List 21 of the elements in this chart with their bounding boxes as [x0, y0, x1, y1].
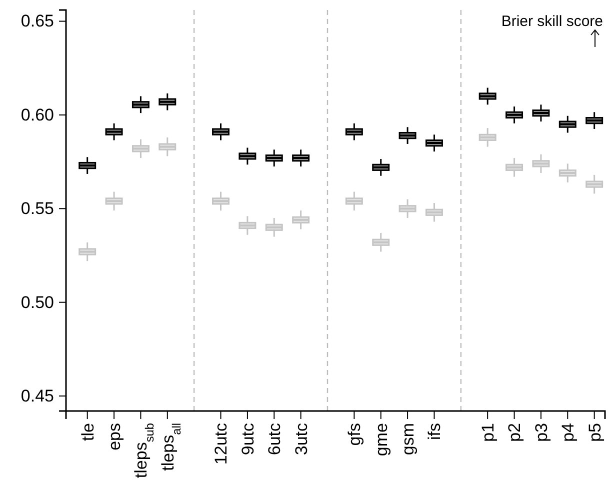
- annotation: Brier skill score: [501, 13, 603, 30]
- x-tick-label: tle: [78, 423, 98, 441]
- x-tick-label: ifs: [425, 423, 444, 440]
- y-tick-label: 0.45: [20, 386, 54, 406]
- x-tick-label: 3utc: [292, 422, 311, 456]
- x-tick-label: eps: [104, 423, 124, 450]
- y-tick-label: 0.55: [20, 199, 54, 218]
- x-tick-label: gsm: [398, 423, 418, 456]
- x-tick-label: gfs: [345, 423, 364, 446]
- x-tick-label: p1: [478, 423, 498, 442]
- y-tick-label: 0.60: [20, 105, 54, 124]
- y-tick-label: 0.50: [20, 292, 54, 312]
- x-tick-label: p4: [558, 423, 578, 442]
- y-tick-label: 0.65: [20, 12, 54, 31]
- x-tick-label: p5: [585, 423, 604, 442]
- x-tick-label: gme: [372, 423, 391, 456]
- x-tick-label: 12utc: [212, 422, 231, 465]
- x-tick-label: 9utc: [238, 422, 258, 456]
- x-tick-label: 6utc: [265, 422, 284, 456]
- x-tick-label: p3: [532, 423, 551, 442]
- x-tick-label: p2: [505, 423, 524, 442]
